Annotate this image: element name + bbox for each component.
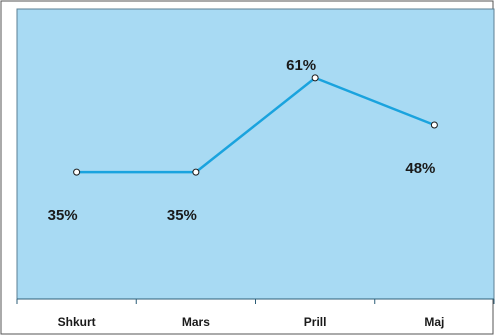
- series-group: [73, 74, 438, 176]
- data-label: 61%: [286, 57, 316, 74]
- x-tick-label: Prill: [304, 315, 327, 329]
- data-label: 35%: [48, 207, 78, 224]
- data-point: [311, 74, 319, 82]
- x-tick-label: Mars: [182, 315, 210, 329]
- data-point: [430, 121, 438, 129]
- data-labels: 35% 35% 61% 48%: [48, 57, 436, 224]
- x-tick-label: Maj: [424, 315, 444, 329]
- data-point: [192, 168, 200, 176]
- data-label: 48%: [405, 160, 435, 177]
- data-label: 35%: [167, 207, 197, 224]
- x-axis: Shkurt Mars Prill Maj: [16, 298, 495, 329]
- plot-area: [16, 8, 495, 300]
- x-tick-label: Shkurt: [58, 315, 96, 329]
- series-line: [76, 76, 435, 174]
- data-point: [73, 168, 81, 176]
